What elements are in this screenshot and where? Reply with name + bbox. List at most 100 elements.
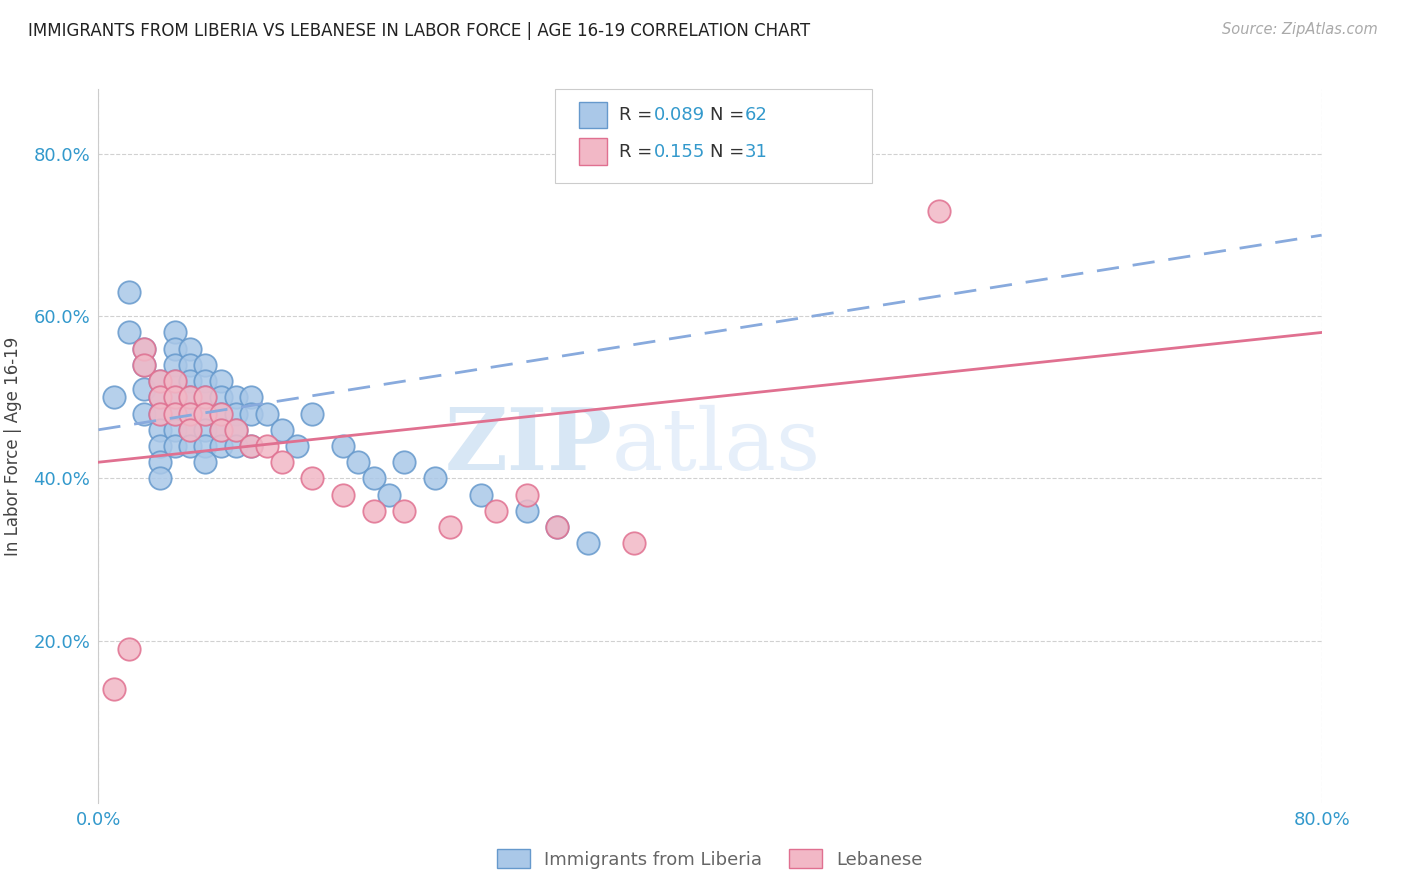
Point — [270, 455, 292, 469]
Point — [179, 390, 201, 404]
Point — [179, 439, 201, 453]
Point — [485, 504, 508, 518]
Point — [256, 407, 278, 421]
Text: 62: 62 — [745, 106, 768, 124]
Point — [118, 285, 141, 299]
Point — [225, 390, 247, 404]
Point — [240, 439, 263, 453]
Point — [149, 390, 172, 404]
Point — [149, 423, 172, 437]
Point — [179, 423, 201, 437]
Point — [163, 342, 186, 356]
Point — [149, 390, 172, 404]
Point — [179, 423, 201, 437]
Point — [470, 488, 492, 502]
Point — [392, 455, 416, 469]
Y-axis label: In Labor Force | Age 16-19: In Labor Force | Age 16-19 — [4, 336, 22, 556]
Text: ZIP: ZIP — [444, 404, 612, 488]
Point — [163, 407, 186, 421]
Point — [149, 374, 172, 388]
Point — [194, 390, 217, 404]
Point — [149, 407, 172, 421]
Point — [285, 439, 308, 453]
Point — [118, 326, 141, 340]
Point — [332, 488, 354, 502]
Point — [194, 439, 217, 453]
Point — [134, 358, 156, 372]
Point — [209, 374, 232, 388]
Point — [225, 407, 247, 421]
Point — [240, 439, 263, 453]
Point — [134, 358, 156, 372]
Point — [163, 407, 186, 421]
Point — [194, 423, 217, 437]
Point — [179, 407, 201, 421]
Point — [194, 407, 217, 421]
Point — [179, 407, 201, 421]
Point — [134, 382, 156, 396]
Point — [149, 374, 172, 388]
Point — [163, 374, 186, 388]
Point — [179, 342, 201, 356]
Point — [209, 407, 232, 421]
Point — [179, 374, 201, 388]
Point — [209, 407, 232, 421]
Point — [209, 423, 232, 437]
Point — [194, 358, 217, 372]
Point — [163, 326, 186, 340]
Point — [194, 455, 217, 469]
Point — [301, 407, 323, 421]
Text: IMMIGRANTS FROM LIBERIA VS LEBANESE IN LABOR FORCE | AGE 16-19 CORRELATION CHART: IMMIGRANTS FROM LIBERIA VS LEBANESE IN L… — [28, 22, 810, 40]
Point — [163, 439, 186, 453]
Point — [194, 374, 217, 388]
Point — [546, 520, 568, 534]
Point — [392, 504, 416, 518]
Point — [163, 390, 186, 404]
Point — [363, 504, 385, 518]
Point — [546, 520, 568, 534]
Point — [209, 439, 232, 453]
Point — [134, 407, 156, 421]
Text: atlas: atlas — [612, 404, 821, 488]
Point — [576, 536, 599, 550]
Point — [240, 407, 263, 421]
Text: 0.089: 0.089 — [654, 106, 704, 124]
Point — [103, 390, 125, 404]
Text: 0.155: 0.155 — [654, 143, 706, 161]
Point — [149, 471, 172, 485]
Point — [134, 342, 156, 356]
Text: N =: N = — [710, 143, 749, 161]
Text: Source: ZipAtlas.com: Source: ZipAtlas.com — [1222, 22, 1378, 37]
Point — [378, 488, 401, 502]
Text: R =: R = — [619, 106, 658, 124]
Point — [134, 342, 156, 356]
Point — [225, 423, 247, 437]
Point — [240, 390, 263, 404]
Point — [179, 358, 201, 372]
Point — [163, 423, 186, 437]
Point — [194, 407, 217, 421]
Point — [118, 641, 141, 656]
Point — [347, 455, 370, 469]
Point — [301, 471, 323, 485]
Point — [363, 471, 385, 485]
Point — [163, 358, 186, 372]
Point — [103, 682, 125, 697]
Text: N =: N = — [710, 106, 749, 124]
Point — [225, 423, 247, 437]
Point — [256, 439, 278, 453]
Point — [516, 504, 538, 518]
Point — [439, 520, 461, 534]
Point — [423, 471, 446, 485]
Point — [194, 390, 217, 404]
Point — [179, 390, 201, 404]
Point — [149, 407, 172, 421]
Point — [928, 203, 950, 218]
Point — [163, 390, 186, 404]
Point — [149, 455, 172, 469]
Point — [332, 439, 354, 453]
Text: R =: R = — [619, 143, 658, 161]
Point — [516, 488, 538, 502]
Text: 31: 31 — [745, 143, 768, 161]
Point — [149, 439, 172, 453]
